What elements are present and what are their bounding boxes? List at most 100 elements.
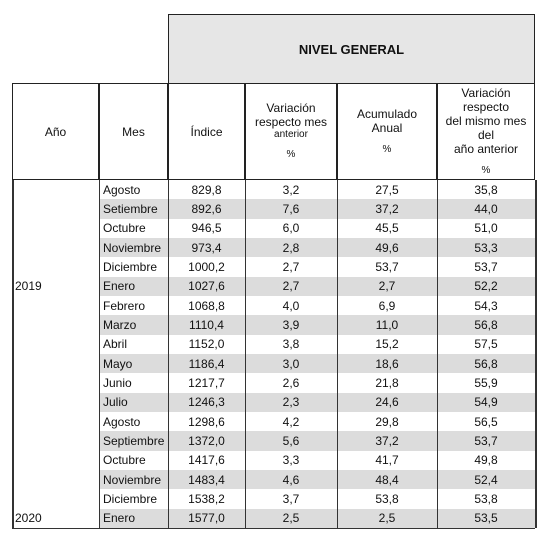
column-line (337, 180, 338, 528)
cell-value: 2,8 (282, 240, 300, 255)
header-cell: Acumulado Anual% (337, 83, 437, 180)
row-label: Setiembre (103, 201, 158, 216)
table-title: NIVEL GENERAL (298, 41, 405, 57)
cell-value: 45,5 (375, 221, 399, 236)
cell-value: 48,4 (375, 472, 399, 487)
row-label: Enero (103, 279, 136, 294)
cell-value: 35,8 (474, 182, 498, 197)
cell-value: 973,4 (191, 240, 222, 255)
cell-value: 1110,4 (189, 317, 224, 332)
cell-value: 11,0 (375, 317, 399, 332)
cell-value: 2,3 (282, 395, 300, 410)
row-label: Noviembre (103, 240, 162, 255)
cell-value: 2,7 (378, 279, 396, 294)
header-text: Anual (371, 120, 403, 135)
column-line (437, 180, 438, 528)
row-label: Julio (103, 395, 128, 410)
column-line (245, 180, 246, 528)
cell-value: 29,8 (375, 414, 399, 429)
cell-value: 1217,7 (188, 375, 225, 390)
header-text: Variación (266, 101, 316, 115)
header-cell: Índice (168, 83, 245, 180)
header-cell: Año (12, 83, 99, 180)
cell-value: 4,2 (282, 414, 300, 429)
cell-value: 24,6 (375, 395, 399, 410)
cell-value: 56,5 (474, 414, 498, 429)
cell-value: 946,5 (191, 221, 222, 236)
cell-value: 53,7 (474, 433, 498, 448)
cell-value: 52,4 (474, 472, 498, 487)
cell-value: 18,6 (375, 356, 399, 371)
cell-value: 1068,8 (188, 298, 225, 313)
row-label: Septiembre (103, 433, 165, 448)
cell-value: 4,0 (282, 298, 300, 313)
cell-value: 53,7 (474, 259, 498, 274)
row-label: Noviembre (103, 472, 162, 487)
header-text: Índice (190, 124, 223, 139)
cell-value: 1483,4 (188, 472, 225, 487)
cell-value: 57,5 (474, 337, 498, 352)
row-shade (99, 392, 535, 412)
cell-value: 56,8 (474, 356, 498, 371)
cell-value: 3,9 (282, 317, 300, 332)
cell-value: 53,3 (474, 240, 498, 255)
header-text: Acumulado (356, 106, 418, 121)
cell-value: 15,2 (375, 337, 399, 352)
row-label: Agosto (103, 182, 141, 197)
row-label: Diciembre (103, 491, 158, 506)
cell-value: 51,0 (474, 221, 498, 236)
row-label: Abril (103, 337, 128, 352)
row-shade (99, 199, 535, 219)
cell-value: 54,3 (474, 298, 498, 313)
header-cell: Mes (99, 83, 168, 180)
cell-value: 3,8 (282, 337, 300, 352)
row-label: Octubre (103, 453, 146, 468)
cell-value: 3,7 (282, 491, 300, 506)
column-line (168, 180, 169, 528)
column-line (12, 180, 14, 528)
row-label: Febrero (103, 298, 146, 313)
cell-value: 52,2 (474, 279, 498, 294)
header-cell: Variación respecto del mismo mes del año a… (437, 83, 535, 180)
header-unit: % (481, 164, 491, 176)
column-line (99, 180, 100, 528)
header-text: Mes (122, 124, 145, 139)
cell-value: 54,9 (474, 395, 498, 410)
cell-value: 1186,4 (188, 356, 225, 371)
row-shade (99, 237, 535, 258)
cell-value: 6,0 (282, 221, 300, 236)
bottom-line (12, 527, 535, 530)
cell-value: 1027,6 (188, 279, 225, 294)
cell-value: 37,2 (375, 433, 399, 448)
cell-value: 2,7 (282, 279, 300, 294)
cell-value: 37,2 (375, 201, 399, 216)
cell-value: 49,8 (474, 453, 498, 468)
cell-value: 44,0 (474, 201, 498, 216)
cell-value: 1246,3 (188, 395, 225, 410)
cell-value: 1298,6 (188, 414, 225, 429)
cell-value: 53,8 (375, 491, 399, 506)
cell-value: 56,8 (474, 317, 498, 332)
header-cell: Variación respecto mes anterior% (245, 83, 337, 180)
row-shade (99, 469, 535, 490)
header-text: Variación respecto (461, 85, 511, 114)
header-unit: % (382, 143, 392, 155)
cell-value: 41,7 (375, 453, 399, 468)
cell-value: 829,8 (191, 182, 222, 197)
cell-value: 53,5 (474, 511, 498, 526)
cell-value: 49,6 (375, 240, 399, 255)
cell-value: 1000,2 (188, 259, 225, 274)
cell-value: 53,7 (375, 259, 399, 274)
row-shade (99, 353, 535, 374)
cell-value: 6,9 (378, 298, 396, 313)
cell-value: 2,5 (378, 511, 396, 526)
cell-value: 1372,0 (188, 433, 225, 448)
cell-value: 2,5 (282, 511, 300, 526)
cell-value: 21,8 (375, 375, 399, 390)
cell-value: 53,8 (474, 491, 498, 506)
cell-value: 55,9 (474, 375, 498, 390)
row-label: Mayo (103, 356, 133, 371)
row-label: Junio (103, 375, 132, 390)
row-label: 2020 (15, 511, 42, 526)
